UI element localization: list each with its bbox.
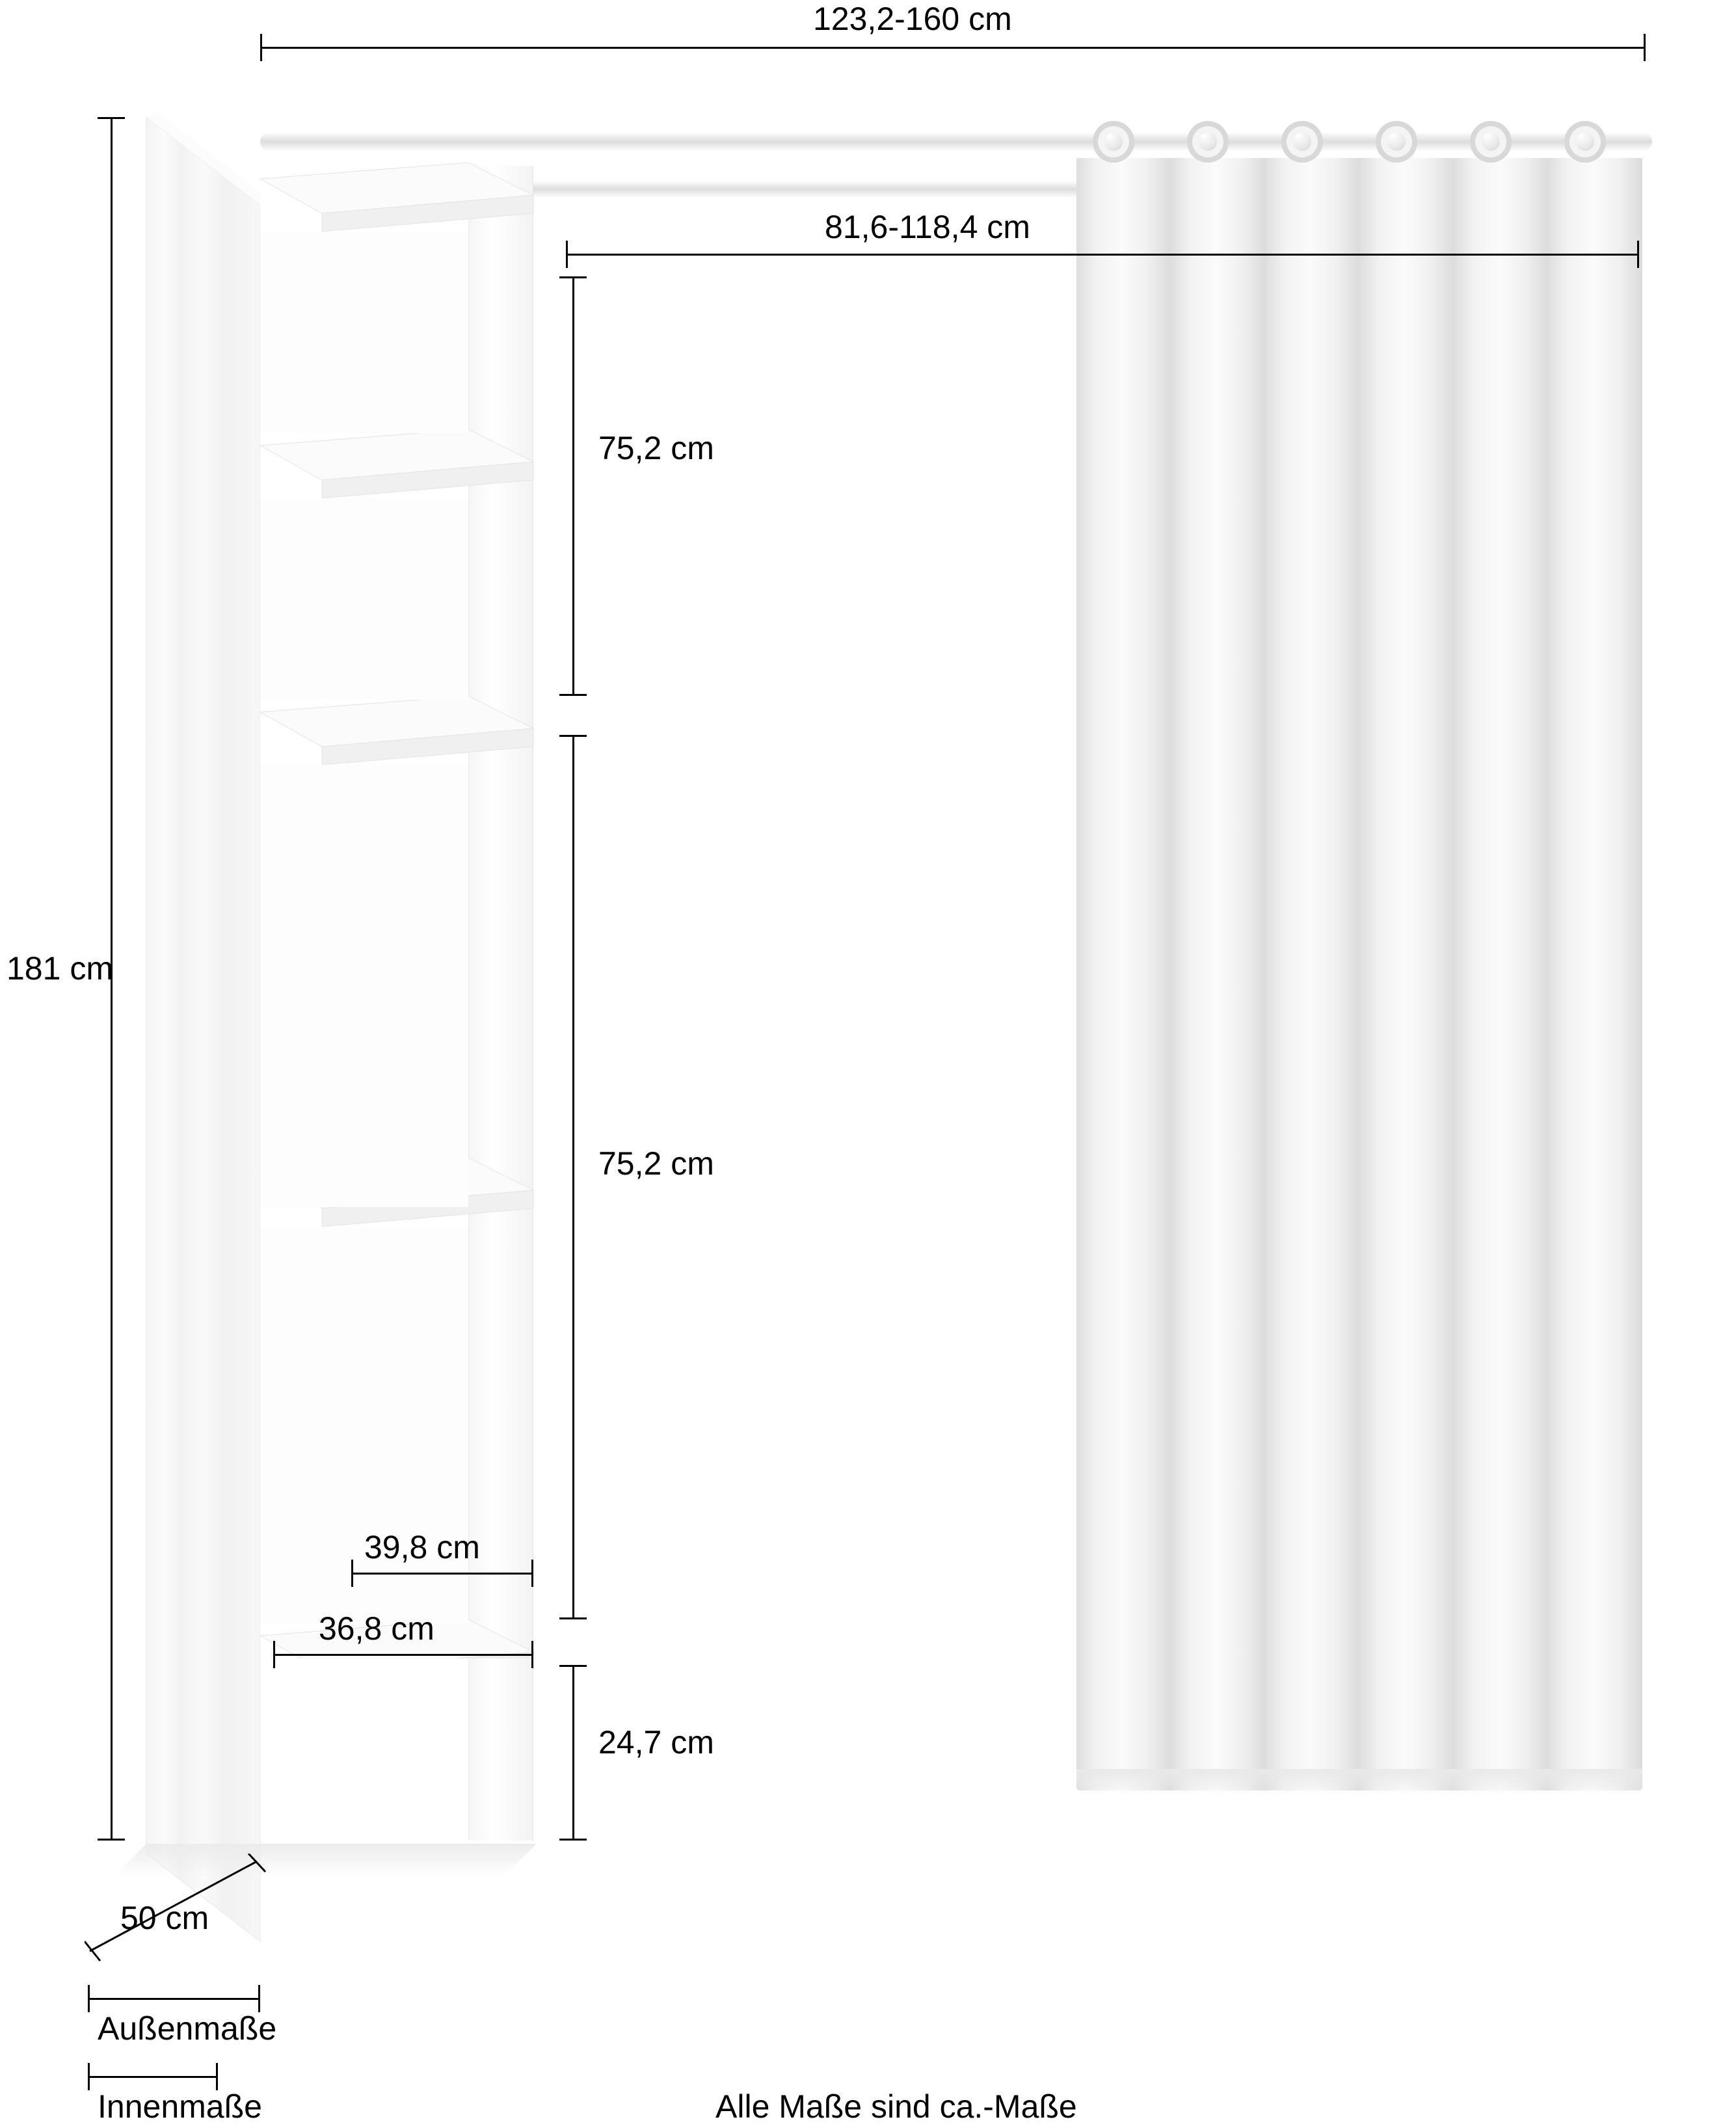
dim-total-width-label: 123,2-160 cm (813, 0, 1012, 38)
curtain (1076, 158, 1642, 1790)
dim-floor-gap-line (572, 1665, 574, 1841)
dim-tick (559, 1617, 587, 1619)
dim-shelf-width-label: 36,8 cm (319, 1610, 434, 1647)
dim-tick (559, 276, 587, 278)
dim-shelf-gap-lower-line (572, 735, 574, 1619)
dim-shelf-depth-line (351, 1573, 533, 1575)
diagram-canvas: 123,2-160 cm 181 cm 81,6-118,4 cm 75,2 c… (0, 0, 1736, 2128)
dim-tick (88, 1985, 90, 2012)
dim-floor-gap-label: 24,7 cm (598, 1723, 714, 1761)
curtain-rod-upper (260, 132, 1652, 152)
left-side-panel (137, 98, 273, 1964)
dim-tick (566, 241, 568, 268)
dim-total-height-label: 181 cm (7, 950, 113, 987)
dim-shelf-gap-upper-label: 75,2 cm (598, 429, 714, 467)
legend-inner-bar (88, 2076, 218, 2078)
dim-tick (273, 1641, 275, 1668)
dim-total-height-line (111, 117, 113, 1841)
curtain-shadow (1076, 1769, 1642, 1795)
dim-tick (531, 1560, 533, 1587)
dim-curtain-width-line (566, 254, 1639, 256)
dim-shelf-gap-lower-label: 75,2 cm (598, 1145, 714, 1182)
grommet-icon (1470, 121, 1512, 163)
dim-shelf-width-line (273, 1654, 533, 1656)
dim-total-width-line (260, 47, 1646, 49)
grommet-icon (1564, 121, 1606, 163)
dim-tick (98, 1839, 125, 1841)
legend-inner-label: Innenmaße (98, 2088, 262, 2125)
dim-tick (258, 1985, 260, 2012)
shelf-column (257, 163, 537, 1658)
dim-tick (1637, 241, 1639, 268)
legend-outer-label: Außenmaße (98, 2010, 276, 2047)
dim-tick (1644, 34, 1646, 61)
dim-tick (559, 735, 587, 737)
dim-shelf-depth-label: 39,8 cm (364, 1528, 480, 1566)
dim-shelf-gap-upper-line (572, 276, 574, 696)
dim-tick (559, 1839, 587, 1841)
dim-tick (216, 2063, 218, 2090)
dim-tick (559, 1665, 587, 1667)
grommet-icon (1376, 121, 1417, 163)
dim-tick (559, 694, 587, 696)
grommet-icon (1093, 121, 1134, 163)
grommet-icon (1187, 121, 1229, 163)
dim-curtain-width-label: 81,6-118,4 cm (820, 208, 1035, 246)
legend-outer-bar (88, 1998, 260, 2000)
footer-note: Alle Maße sind ca.-Maße (715, 2088, 1077, 2125)
grommet-icon (1281, 121, 1323, 163)
dim-tick (98, 117, 125, 119)
dim-tick (260, 34, 262, 61)
dim-depth-line (85, 1854, 267, 1964)
dim-tick (351, 1560, 353, 1587)
dim-tick (88, 2063, 90, 2090)
dim-tick (531, 1641, 533, 1668)
